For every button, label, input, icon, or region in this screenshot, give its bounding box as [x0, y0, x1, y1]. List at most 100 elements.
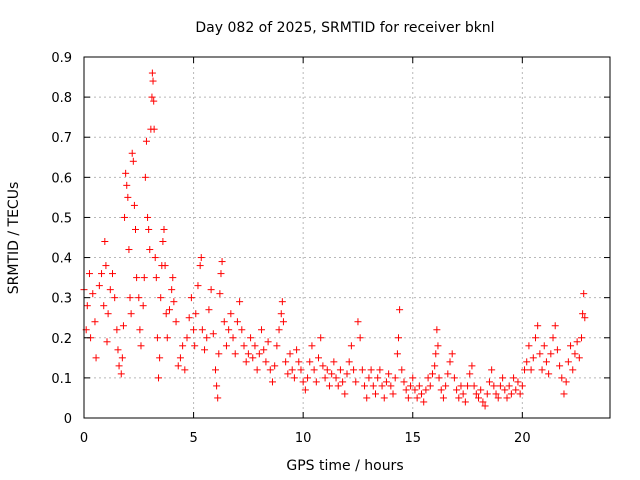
data-point — [485, 378, 493, 386]
data-point — [413, 394, 421, 402]
data-point — [113, 326, 121, 334]
data-point — [132, 225, 140, 233]
data-point — [128, 149, 136, 157]
data-point — [169, 274, 177, 282]
data-point — [255, 350, 263, 358]
data-point — [433, 326, 441, 334]
y-tick-label: 0.6 — [51, 171, 72, 186]
x-tick-label: 0 — [80, 431, 88, 446]
data-point — [422, 386, 430, 394]
data-point — [547, 350, 555, 358]
data-point — [542, 358, 550, 366]
data-point — [470, 382, 478, 390]
data-point — [459, 390, 467, 398]
data-point — [312, 378, 320, 386]
data-point — [371, 390, 379, 398]
x-axis-label: GPS time / hours — [286, 458, 403, 474]
data-point — [358, 366, 366, 374]
data-point — [308, 342, 316, 350]
data-point — [341, 390, 349, 398]
data-point — [466, 370, 474, 378]
data-point — [393, 350, 401, 358]
data-point — [475, 394, 482, 402]
data-point — [216, 290, 224, 298]
data-point — [578, 334, 586, 342]
y-tick-label: 0.5 — [51, 211, 72, 226]
data-point — [461, 398, 469, 406]
data-point — [490, 382, 498, 390]
data-point — [352, 378, 360, 386]
data-point — [218, 258, 226, 266]
axis-ticks: 0 0.1 0.2 0.3 0.4 0.5 0.6 0.7 0.8 0.9 0 5 10 15 20 — [51, 51, 610, 446]
y-tick-label: 0.9 — [51, 51, 72, 66]
data-point — [437, 386, 445, 394]
data-point — [424, 374, 432, 382]
data-point — [144, 213, 152, 221]
data-point — [145, 225, 153, 233]
data-point — [527, 366, 535, 374]
data-point — [367, 366, 375, 374]
data-point — [492, 390, 500, 398]
data-point — [161, 262, 169, 270]
data-point — [227, 310, 235, 318]
data-point — [549, 334, 557, 342]
data-point — [361, 382, 369, 390]
data-point — [418, 390, 426, 398]
data-point — [114, 346, 122, 354]
data-point — [98, 270, 106, 278]
data-point — [545, 370, 553, 378]
data-point — [531, 334, 539, 342]
chart-title: Day 082 of 2025, SRMTID for receiver bkn… — [195, 20, 494, 36]
data-point — [402, 386, 410, 394]
data-point — [205, 306, 213, 314]
data-point — [431, 362, 439, 370]
data-point — [129, 157, 137, 165]
data-point — [323, 366, 331, 374]
data-point — [236, 298, 244, 306]
data-point — [404, 394, 412, 402]
data-point — [108, 270, 116, 278]
data-point — [457, 382, 465, 390]
data-point — [286, 350, 294, 358]
data-point — [501, 386, 509, 394]
data-point — [444, 370, 452, 378]
data-point — [494, 394, 502, 402]
data-point — [536, 350, 544, 358]
data-point — [345, 358, 353, 366]
data-point — [249, 354, 257, 362]
data-point — [150, 125, 158, 133]
data-point — [83, 302, 91, 310]
data-point — [350, 366, 358, 374]
data-point — [523, 358, 531, 366]
data-point — [505, 382, 513, 390]
data-point — [411, 386, 419, 394]
data-point — [104, 310, 112, 318]
data-point — [347, 342, 355, 350]
y-tick-label: 0.1 — [51, 372, 72, 387]
data-point — [159, 238, 167, 246]
y-tick-label: 0.3 — [51, 292, 72, 307]
data-point — [310, 366, 318, 374]
data-point — [92, 354, 100, 362]
data-point — [435, 374, 443, 382]
x-tick-label: 15 — [404, 431, 421, 446]
data-point — [135, 294, 143, 302]
data-point — [168, 286, 176, 294]
data-point — [319, 362, 327, 370]
data-point — [483, 390, 491, 398]
data-point — [192, 310, 200, 318]
data-point — [415, 382, 423, 390]
data-point — [85, 270, 93, 278]
data-point — [380, 394, 388, 402]
data-point — [293, 346, 301, 354]
data-point — [266, 366, 274, 374]
data-point — [89, 290, 97, 298]
data-point — [442, 382, 450, 390]
data-point — [179, 342, 187, 350]
data-point — [315, 354, 323, 362]
data-point — [499, 374, 507, 382]
data-point — [222, 342, 230, 350]
data-point — [282, 358, 290, 366]
data-point — [156, 354, 164, 362]
